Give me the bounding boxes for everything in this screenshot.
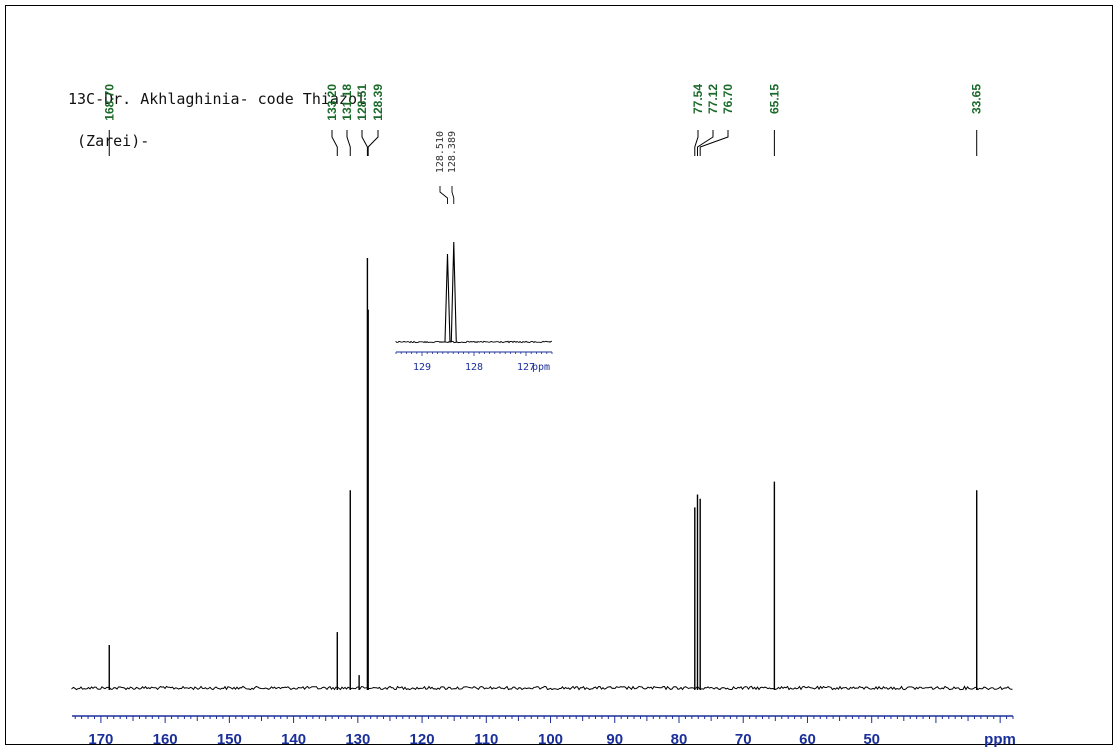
inset-tick-label: 129 bbox=[413, 362, 431, 373]
x-tick-label: 140 bbox=[281, 731, 306, 748]
title-line-2: (Zarei)- bbox=[68, 132, 150, 150]
x-tick-label: 160 bbox=[153, 731, 178, 748]
inset-peak-label: 128.389 bbox=[447, 131, 458, 173]
inset-peak bbox=[450, 241, 457, 343]
inset-peak-label-leader bbox=[439, 186, 448, 204]
peak-label-leader bbox=[694, 130, 699, 156]
x-tick-label: 130 bbox=[345, 731, 370, 748]
peak-label-leader bbox=[331, 130, 338, 156]
peak-label: 168.70 bbox=[102, 84, 116, 121]
x-tick-label: 80 bbox=[671, 731, 688, 748]
inset-peak-label-leader bbox=[451, 186, 455, 204]
x-tick-label: 90 bbox=[606, 731, 623, 748]
peak-label: 77.54 bbox=[691, 84, 705, 114]
peak-label: 65.15 bbox=[767, 84, 781, 114]
x-tick-label: 170 bbox=[88, 731, 113, 748]
peak-label: 76.70 bbox=[721, 84, 735, 114]
peak-label-leader bbox=[346, 130, 351, 156]
peak-label: 77.12 bbox=[706, 84, 720, 114]
inset-peak-label: 128.510 bbox=[435, 131, 446, 173]
title-line-1: 13C-Dr. Akhlaghinia- code Thiazol bbox=[68, 90, 367, 108]
inset-baseline bbox=[395, 340, 552, 344]
inset-peak bbox=[444, 253, 451, 343]
inset-tick-label: 128 bbox=[465, 362, 483, 373]
peak-label: 133.20 bbox=[325, 84, 339, 121]
spectrum-baseline bbox=[71, 685, 1013, 691]
peak-label-leader bbox=[696, 130, 714, 156]
inset-tick-label: 127 bbox=[517, 362, 535, 373]
peak-label-leader bbox=[699, 130, 729, 156]
peak-label: 131.18 bbox=[340, 84, 354, 121]
peak-label: 33.65 bbox=[970, 84, 984, 114]
spectrum-title: 13C-Dr. Akhlaghinia- code Thiazol (Zarei… bbox=[68, 64, 366, 162]
peak-label: 128.39 bbox=[371, 84, 385, 121]
x-tick-label: 60 bbox=[799, 731, 816, 748]
x-tick-label: 100 bbox=[538, 731, 563, 748]
peak-label-leader bbox=[367, 130, 379, 156]
x-tick-label: 70 bbox=[735, 731, 752, 748]
peak-label-leader bbox=[361, 130, 368, 156]
peak-label: 128.51 bbox=[355, 84, 369, 121]
inset-axis-unit-label: ppm bbox=[532, 362, 550, 373]
x-tick-label: 120 bbox=[410, 731, 435, 748]
x-tick-label: 50 bbox=[863, 731, 880, 748]
x-tick-label: 110 bbox=[474, 731, 498, 748]
spectrum-frame bbox=[5, 5, 1113, 745]
x-axis-unit-label: ppm bbox=[984, 731, 1016, 748]
x-tick-label: 150 bbox=[217, 731, 242, 748]
